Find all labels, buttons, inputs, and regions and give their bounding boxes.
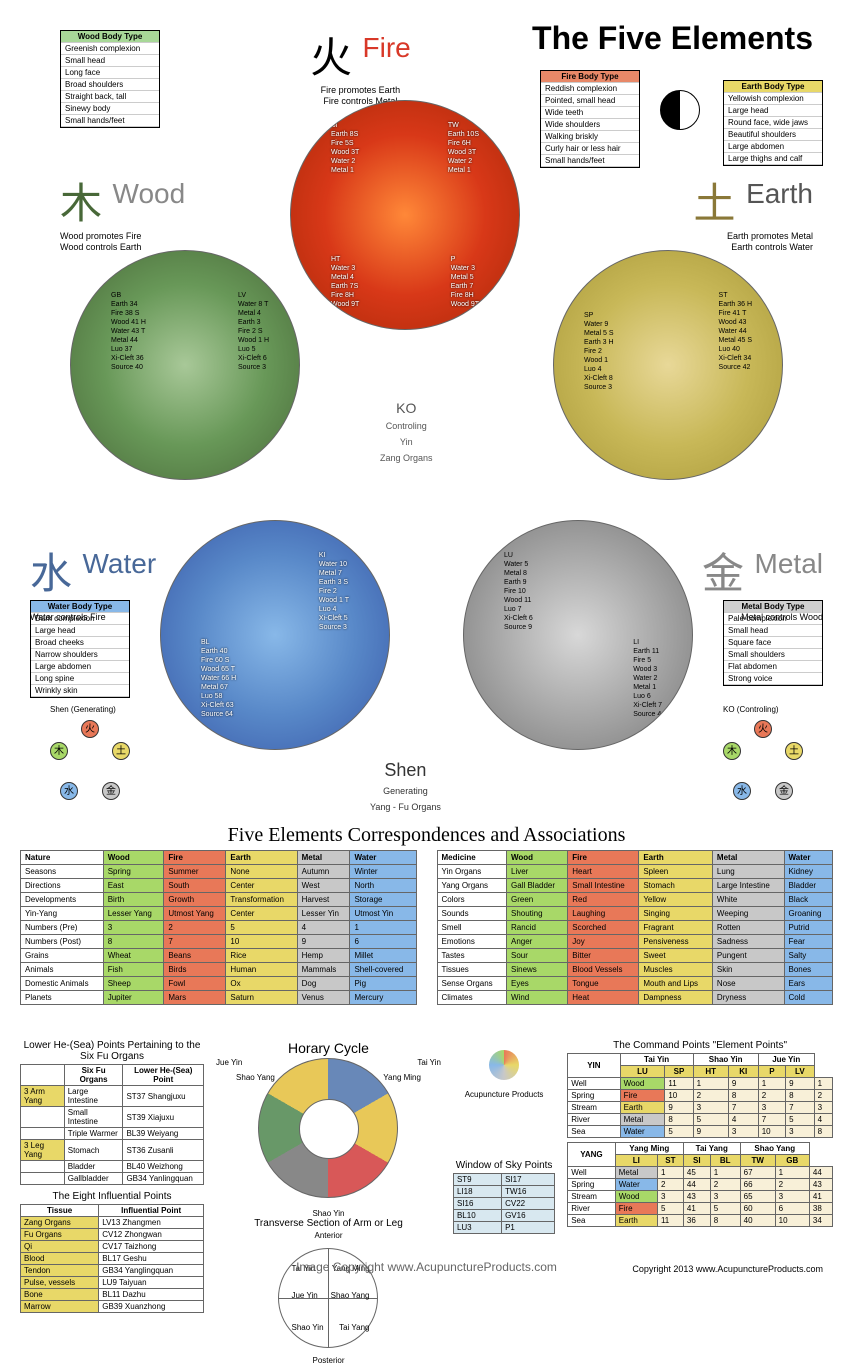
ko-label: KOControlingYin Zang Organs xyxy=(380,400,433,464)
logo-icon xyxy=(489,1050,519,1080)
page-title: The Five Elements xyxy=(532,20,813,57)
correspondences-title: Five Elements Correspondences and Associ… xyxy=(0,820,853,851)
ko-mini-diagram: KO (Controling) 火 木 土 水 金 xyxy=(723,720,803,800)
correspondences-tables: NatureWoodFireEarthMetalWaterSeasonsSpri… xyxy=(20,850,833,1005)
water-body-type: Water Body Type Dark complexionLarge hea… xyxy=(30,600,130,698)
metal-body-type: Metal Body Type Pale complexionSmall hea… xyxy=(723,600,823,686)
fire-header: 火 Fire Fire promotes Earth Fire controls… xyxy=(310,24,411,107)
yinyang-icon xyxy=(660,90,700,130)
earth-circle: STEarth 36 HFire 41 TWood 43Water 44Meta… xyxy=(553,250,783,480)
water-circle: KIWater 10Metal 7Earth 3 SFire 2Wood 1 T… xyxy=(160,520,390,750)
he-sea-influential-col: Lower He-(Sea) Points Pertaining to the … xyxy=(20,1040,204,1365)
earth-header: 土 Earth Earth promotes Metal Earth contr… xyxy=(694,170,813,253)
wood-body-type: Wood Body Type Greenish complexionSmall … xyxy=(60,30,160,128)
corr-table-medicine: MedicineWoodFireEarthMetalWaterYin Organ… xyxy=(437,850,834,1005)
wood-header: 木 Wood Wood promotes Fire Wood controls … xyxy=(60,170,185,253)
horary-col: Horary Cycle Jue Yin Tai Yin Shao Yang Y… xyxy=(216,1040,441,1365)
copyright: Copyright 2013 www.AcupunctureProducts.c… xyxy=(632,1264,823,1274)
fire-circle: SIEarth 8SFire 5SWood 3TWater 2Metal 1 T… xyxy=(290,100,520,330)
metal-circle: LUWater 5Metal 8Earth 9Fire 10Wood 11Luo… xyxy=(463,520,693,750)
corr-table-nature: NatureWoodFireEarthMetalWaterSeasonsSpri… xyxy=(20,850,417,1005)
source-copyright: Image Copyright www.AcupunctureProducts.… xyxy=(296,1260,557,1274)
shen-label: ShenGenerating Yang - Fu Organs xyxy=(370,760,441,813)
fire-body-type: Fire Body Type Reddish complexionPointed… xyxy=(540,70,640,168)
command-points-col: The Command Points "Element Points" YINT… xyxy=(567,1040,833,1365)
sky-points-col: Acupuncture Products Window of Sky Point… xyxy=(453,1040,555,1365)
wood-circle: GBEarth 34Fire 38 SWood 41 HWater 43 TMe… xyxy=(70,250,300,480)
earth-body-type: Earth Body Type Yellowish complexionLarg… xyxy=(723,80,823,166)
horary-wheel xyxy=(258,1058,398,1198)
shen-mini-diagram: Shen (Generating) 火 木 土 水 金 xyxy=(50,720,130,800)
